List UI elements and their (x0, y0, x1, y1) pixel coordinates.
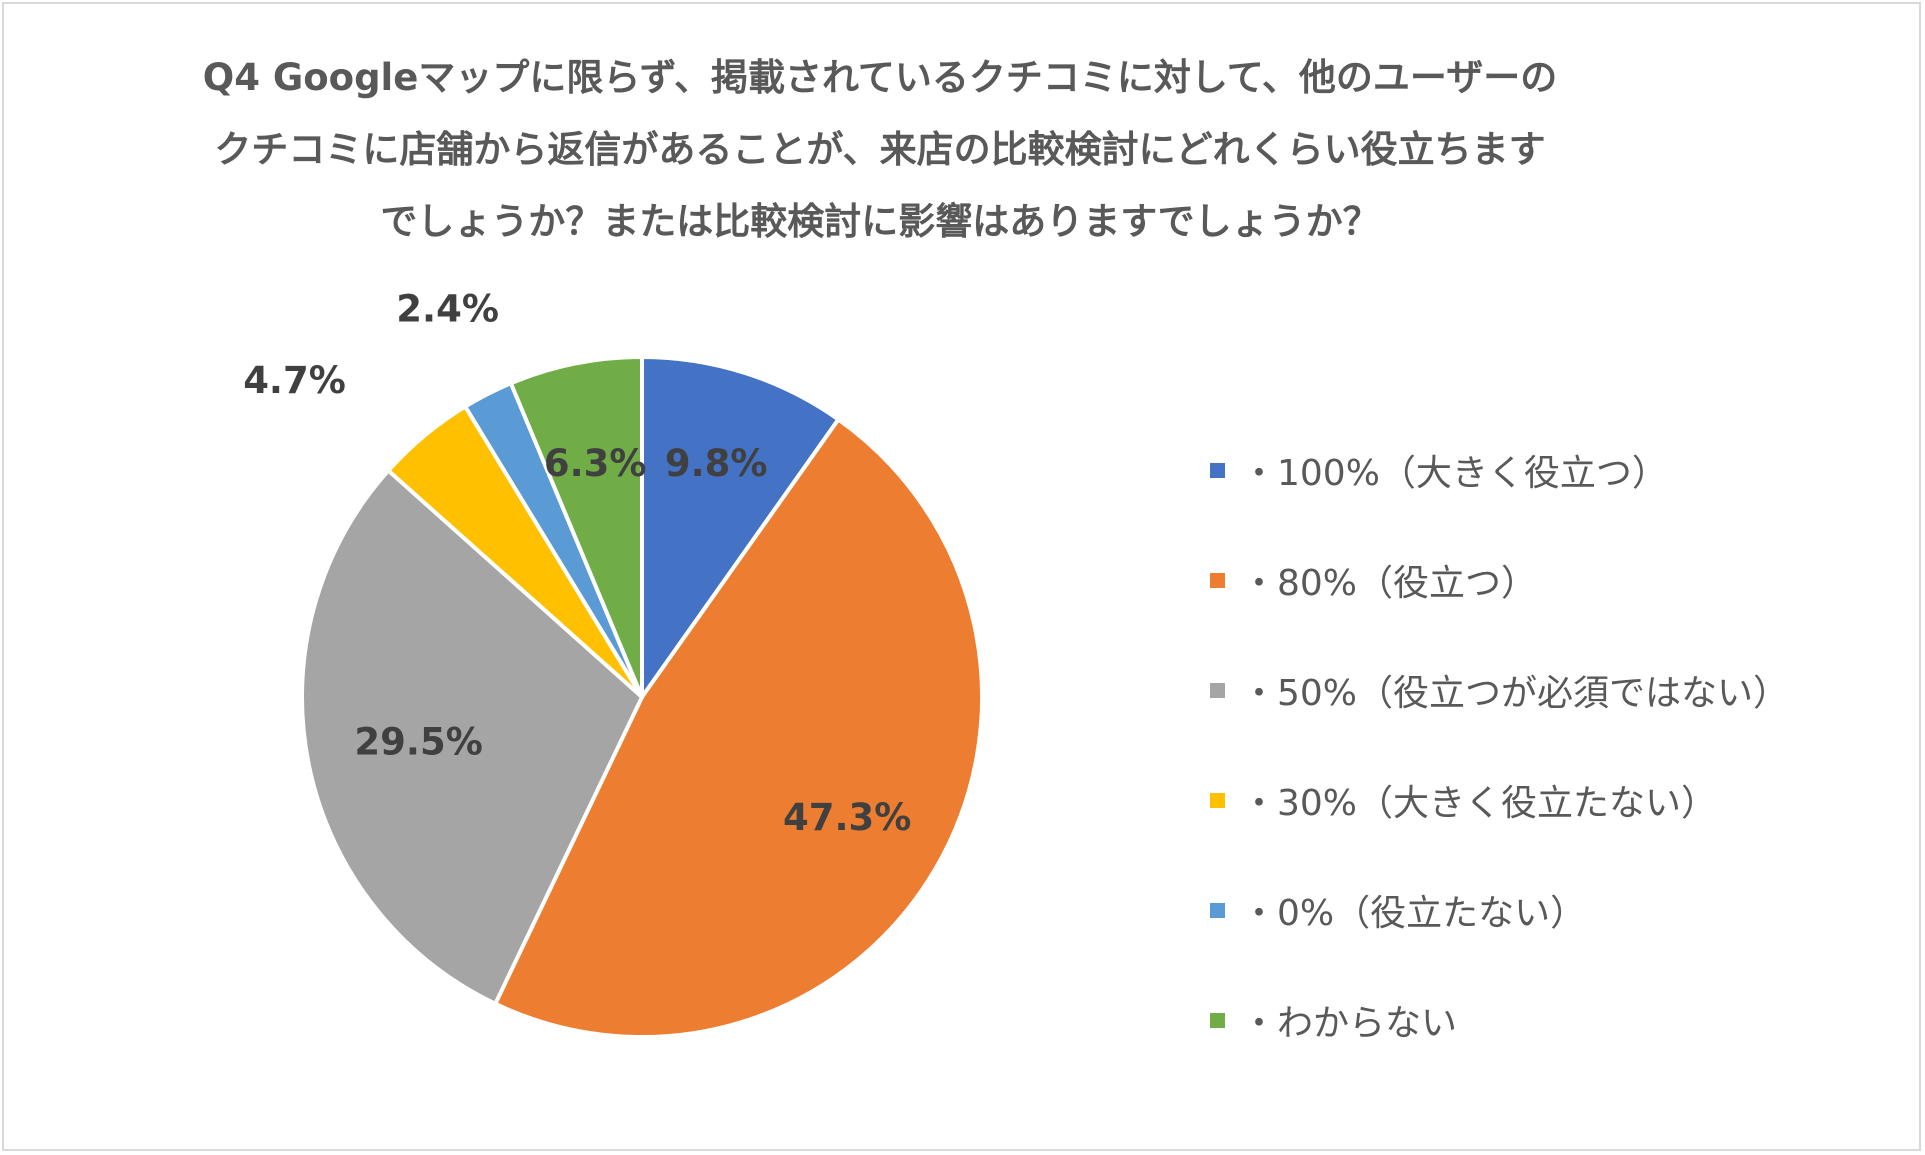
legend-item-1: ・100%（大きく役立つ） (1210, 440, 1668, 500)
data-label-5: 2.4% (396, 288, 499, 331)
legend-label-6: ・わからない (1241, 1003, 1458, 1044)
data-label-2: 47.3% (783, 796, 911, 839)
data-label-4: 4.7% (243, 359, 346, 402)
legend-label-4: ・30%（大きく役立たない） (1241, 783, 1718, 824)
legend-label-2: ・80%（役立つ） (1241, 563, 1538, 604)
legend-swatch-2 (1210, 572, 1225, 588)
chart-title: Q4 Googleマップに限らず、掲載されているクチコミに対して、他のユーザーの… (160, 42, 1600, 258)
pie-slice-6 (508, 355, 644, 699)
legend-swatch-5 (1210, 902, 1225, 918)
legend-label-1: ・100%（大きく役立つ） (1241, 453, 1668, 494)
data-label-1: 9.8% (665, 442, 768, 485)
chart-title-line-1: Q4 Googleマップに限らず、掲載されているクチコミに対して、他のユーザーの (202, 56, 1558, 99)
legend-swatch-6 (1210, 1012, 1225, 1028)
legend-swatch-3 (1210, 682, 1225, 698)
pie-slices (300, 355, 985, 1040)
pie-slice-3 (300, 468, 644, 1006)
data-label-6: 6.3% (544, 442, 647, 485)
legend-label-3: ・50%（役立つが必須ではない） (1241, 673, 1790, 714)
data-label-3: 29.5% (354, 720, 482, 763)
pie-slice-1 (640, 355, 841, 699)
pie-slice-2 (493, 417, 985, 1040)
legend-swatch-4 (1210, 792, 1225, 808)
legend-swatch-1 (1210, 462, 1225, 478)
chart-title-line-3: でしょうか？または比較検討に影響はありますでしょうか？ (380, 200, 1380, 243)
legend-item-3: ・50%（役立つが必須ではない） (1210, 660, 1789, 720)
legend-item-2: ・80%（役立つ） (1210, 550, 1537, 610)
legend-item-5: ・0%（役立たない） (1210, 880, 1586, 940)
legend-item-4: ・30%（大きく役立たない） (1210, 770, 1717, 830)
pie-data-labels: 9.8% 47.3% 29.5% 4.7% 2.4% 6.3% (243, 288, 911, 839)
chart-title-line-2: クチコミに店舗から返信があることが、来店の比較検討にどれくらい役立ちます (214, 128, 1546, 171)
legend-item-6: ・わからない (1210, 990, 1457, 1050)
legend-label-5: ・0%（役立たない） (1241, 893, 1587, 934)
